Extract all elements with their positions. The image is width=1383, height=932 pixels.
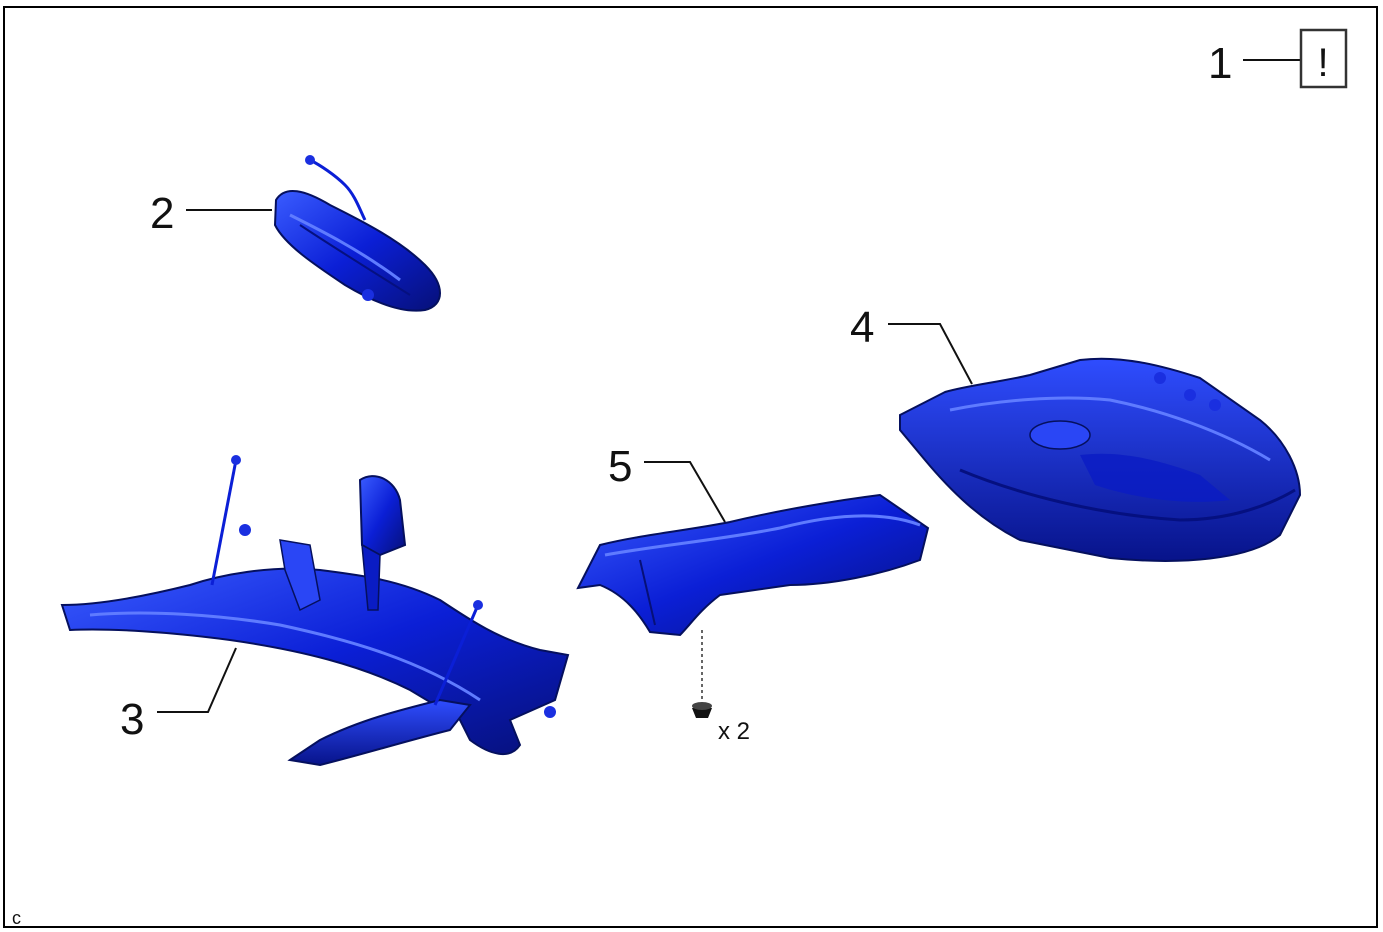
exhaust-manifold-heat-insulator-icon	[186, 155, 441, 312]
notice-symbol: !	[1317, 41, 1328, 85]
corner-code: c	[12, 908, 21, 928]
callout-2: 2	[150, 189, 175, 238]
callout-4: 4	[850, 303, 875, 352]
rear-suspension-subframe-assembly-icon	[60, 455, 570, 767]
push-clip-icon	[692, 708, 712, 718]
caution-notice-icon: !	[1243, 28, 1348, 89]
heat-insulator-shield-icon	[576, 461, 930, 718]
callout-1: 1	[1208, 39, 1233, 88]
callout-5: 5	[608, 442, 633, 491]
quantity-label: x 2	[718, 718, 751, 745]
fuel-tank-assembly-icon	[888, 323, 1302, 562]
callout-3: 3	[120, 695, 145, 744]
